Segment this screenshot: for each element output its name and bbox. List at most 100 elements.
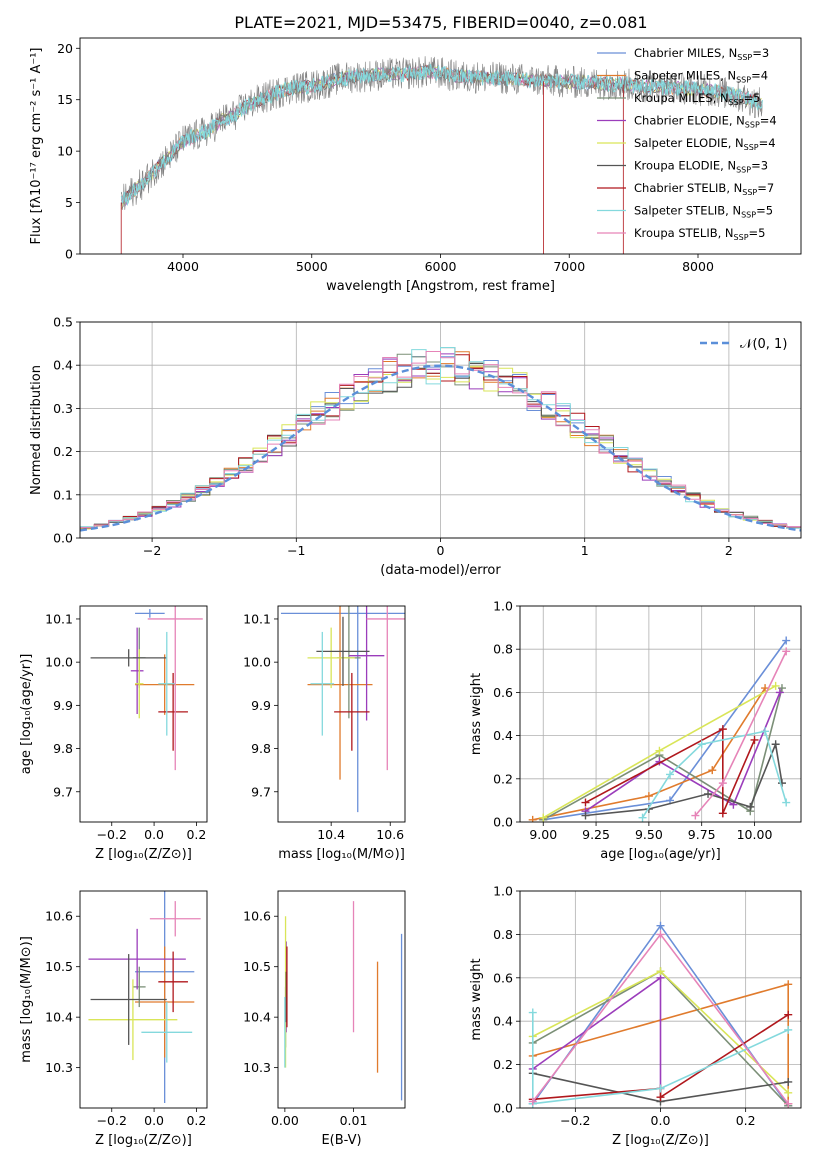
x-axis-label: age [log₁₀(age/yr)] <box>600 847 721 862</box>
weight-marker <box>782 636 791 645</box>
x-axis-label: (data-model)/error <box>380 563 501 578</box>
weight-marker <box>655 746 664 755</box>
weight-marker <box>581 798 590 807</box>
weight-marker <box>528 815 537 822</box>
weight-marker <box>644 792 653 801</box>
legend-label: Salpeter STELIB, NSSP=5 <box>634 204 773 220</box>
weight-marker <box>775 688 784 697</box>
x-tick-label: 7000 <box>553 259 585 274</box>
legend-label-text: Chabrier MILES, N <box>634 46 737 60</box>
legend-label: Salpeter MILES, NSSP=4 <box>634 69 768 85</box>
legend-label-text: Salpeter MILES, N <box>634 69 736 83</box>
x-axis-label: mass [log₁₀(M/M⊙)] <box>278 847 405 862</box>
model-line <box>120 64 763 202</box>
x-axis-label: E(B-V) <box>321 1133 361 1148</box>
axes-frame <box>79 37 802 255</box>
legend-label-sub: SSP <box>729 98 744 107</box>
legend-label-sub: SSP <box>736 76 751 85</box>
panel-age-vs-z: −0.2 0.0 0.2 9.7 9.8 9.9 10.0 10.1 Z [log₁₀(Z/Z⊙… <box>19 605 208 862</box>
x-tick-label: 10.00 <box>737 827 773 842</box>
weight-marker <box>784 1077 793 1086</box>
weight-line <box>585 727 756 814</box>
weight-marker <box>746 802 755 811</box>
legend-label: Kroupa MILES, NSSP=5 <box>634 91 760 107</box>
y-axis-label: Flux [fλ10⁻¹⁷ erg cm⁻² s⁻¹ A⁻¹] <box>29 48 44 245</box>
legend-label-suffix: =5 <box>744 91 761 105</box>
plot-area <box>90 606 203 771</box>
weight-marker <box>782 647 791 656</box>
axes-frame <box>79 321 802 539</box>
x-tick-label: 0.00 <box>271 1113 299 1128</box>
y-tick-label: 0.5 <box>53 315 73 330</box>
weight-line <box>532 1012 789 1105</box>
legend-label-text: Chabrier ELODIE, N <box>634 114 745 128</box>
y-tick-label: 1.0 <box>493 884 513 899</box>
x-axis-label: wavelength [Angstrom, rest frame] <box>326 279 555 294</box>
weight-line <box>543 640 787 821</box>
weight-marker <box>784 980 793 989</box>
y-tick-label: 0.0 <box>493 815 513 830</box>
y-tick-label: 10.1 <box>45 611 73 626</box>
figure-title: PLATE=2021, MJD=53475, FIBERID=0040, z=0… <box>234 13 647 32</box>
axes-frame <box>519 890 802 1109</box>
x-tick-label: 5000 <box>296 259 328 274</box>
y-tick-label: 10.5 <box>243 959 271 974</box>
legend-label: Kroupa ELODIE, NSSP=3 <box>634 159 768 175</box>
plot-area <box>280 606 405 813</box>
legend-label: Salpeter ELODIE, NSSP=4 <box>634 136 776 152</box>
plot-area <box>120 56 763 254</box>
weight-line <box>585 692 781 812</box>
y-axis-label: Normed distribution <box>29 365 44 495</box>
weight-marker <box>771 740 780 749</box>
x-tick-label: −0.2 <box>560 1113 590 1128</box>
y-tick-label: 10.0 <box>243 655 271 670</box>
model-line <box>120 65 763 200</box>
y-tick-label: 9.9 <box>53 698 73 713</box>
plot-area <box>528 636 791 822</box>
x-tick-label: 10.6 <box>376 827 404 842</box>
weight-marker <box>691 811 700 820</box>
y-tick-label: 9.9 <box>251 698 271 713</box>
y-tick-label: 0.2 <box>53 444 73 459</box>
legend-label-suffix: =4 <box>751 69 768 83</box>
legend-label-text: Salpeter STELIB, N <box>634 204 741 218</box>
y-tick-label: 10.3 <box>243 1060 271 1075</box>
y-tick-label: 10.3 <box>45 1060 73 1075</box>
legend-label: Chabrier ELODIE, NSSP=4 <box>634 114 777 130</box>
panel-mass-vs-z: −0.2 0.0 0.2 10.3 10.4 10.5 10.6 Z [log₁₀(Z/Z⊙)… <box>19 890 208 1148</box>
panel-weight-vs-z: −0.2 0.0 0.2 0.0 0.2 0.4 0.6 0.8 1.0 Z [log₁₀(Z/Z… <box>469 884 802 1148</box>
x-tick-label: 0.2 <box>186 827 206 842</box>
x-tick-label: 4000 <box>167 259 199 274</box>
y-tick-label: 0.8 <box>493 642 513 657</box>
weight-marker <box>539 813 548 822</box>
legend-label-sub: SSP <box>734 233 749 242</box>
y-tick-label: 10.6 <box>243 909 271 924</box>
weight-marker <box>656 1084 665 1093</box>
weight-marker <box>666 770 675 779</box>
x-tick-label: 8000 <box>682 259 714 274</box>
legend-label-text: Salpeter ELODIE, N <box>634 136 744 150</box>
axes-frame <box>277 890 406 1109</box>
y-tick-label: 0.1 <box>53 487 73 502</box>
y-axis-label: mass [log₁₀(M/M⊙)] <box>19 936 34 1063</box>
legend-label-sub: SSP <box>742 188 757 197</box>
legend-label-suffix: =4 <box>760 114 777 128</box>
legend-label-text: Kroupa ELODIE, N <box>634 159 736 173</box>
legend-label-sub: SSP <box>741 211 756 220</box>
x-tick-label: 0.2 <box>736 1113 756 1128</box>
weight-marker <box>782 798 791 807</box>
weight-marker <box>528 1008 537 1017</box>
axes-frame <box>79 890 208 1109</box>
gaussian-curve <box>80 364 801 532</box>
weight-marker <box>761 727 770 736</box>
legend-label-sub: SSP <box>744 143 759 152</box>
axes-frame <box>277 605 406 823</box>
y-tick-label: 1.0 <box>493 599 513 614</box>
axes-frame <box>519 605 802 823</box>
y-tick-label: 9.7 <box>53 784 73 799</box>
legend-label-suffix: =5 <box>749 226 766 240</box>
y-axis-label: mass weight <box>469 673 484 755</box>
weight-marker <box>777 684 786 693</box>
plot-area <box>88 891 201 1103</box>
